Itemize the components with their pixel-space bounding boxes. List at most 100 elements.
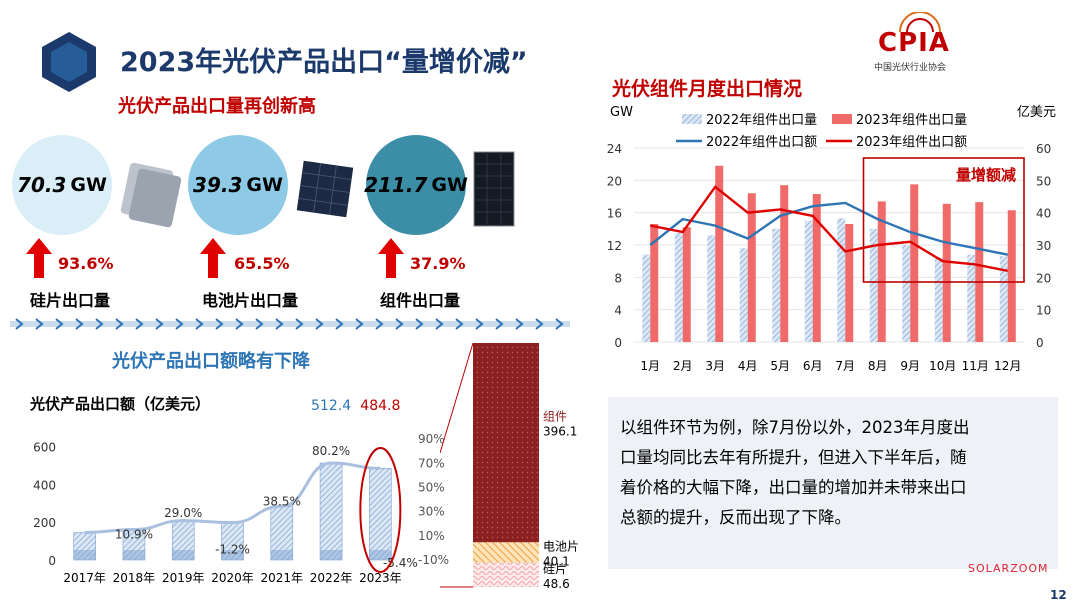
- value-chart-xlabel: 2023年: [359, 571, 402, 585]
- monthly-bar: [682, 227, 691, 342]
- solar-cell-icon: [296, 160, 354, 218]
- value-chart-ytick: 200: [33, 516, 56, 530]
- value-chart-ytick: 0: [48, 554, 56, 568]
- divider-chevron: [535, 318, 544, 330]
- subtitle-volume: 光伏产品出口量再创新高: [118, 96, 316, 117]
- monthly-bar: [747, 193, 756, 342]
- monthly-legend-swatch: [682, 114, 702, 124]
- monthly-bar: [837, 218, 846, 342]
- monthly-legend-label: 2023年组件出口额: [856, 135, 967, 150]
- value-growth-label: 38.5%: [263, 494, 301, 508]
- divider-chevron: [255, 318, 264, 330]
- value-chart-title: 光伏产品出口额（亿美元）: [29, 395, 210, 413]
- commentary-line: 以组件环节为例，除7月份以外，2023年月度出: [620, 418, 970, 437]
- monthly-ytick: 20: [607, 174, 622, 188]
- monthly-bar: [902, 245, 911, 342]
- commentary-line: 着价格的大幅下降，出口量的增加并未带来出口: [620, 478, 967, 497]
- monthly-y2tick: 40: [1036, 207, 1051, 221]
- divider-chevron: [95, 318, 104, 330]
- monthly-xlabel: 11月: [962, 359, 989, 373]
- breakdown-segment: [473, 343, 539, 543]
- value-growth-label: 10.9%: [115, 528, 153, 542]
- monthly-ytick: 12: [607, 239, 622, 253]
- divider-chevron: [155, 318, 164, 330]
- breakdown-segment-name: 组件: [543, 410, 567, 424]
- monthly-ytick: 16: [607, 207, 622, 221]
- value-bar-label: 484.8: [360, 398, 400, 414]
- value-bar-base-segment: [270, 550, 293, 560]
- divider-chevron: [375, 318, 384, 330]
- monthly-ytick: 0: [614, 336, 622, 350]
- monthly-y2tick: 0: [1036, 336, 1044, 350]
- value-bar-base-segment: [221, 550, 244, 560]
- page-number: 12: [1050, 588, 1067, 602]
- breakdown-segment-value: 40.1: [543, 554, 570, 568]
- monthly-bar: [1007, 210, 1016, 342]
- solar-module-icon: [473, 151, 515, 227]
- divider-chevron: [75, 318, 84, 330]
- export-value-chart: 光伏产品出口额（亿美元） 0 200 400 600 -10% 10% 30% 50% 70% 90…: [29, 395, 449, 585]
- divider-chevron: [195, 318, 204, 330]
- breakdown-segment: [473, 542, 539, 563]
- monthly-bar: [999, 256, 1008, 342]
- value-chart-ytick: 400: [33, 478, 56, 492]
- monthly-y2tick: 10: [1036, 304, 1051, 318]
- value-chart-y2tick: 30%: [418, 505, 445, 519]
- monthly-bar: [715, 165, 724, 342]
- wafer-volume-label: 硅片出口量: [30, 291, 111, 310]
- monthly-y2tick: 20: [1036, 271, 1051, 285]
- divider-chevron: [415, 318, 424, 330]
- module-volume-value: 211.7: [364, 173, 428, 197]
- value-chart-ytick: 600: [33, 440, 56, 454]
- monthly-ytick: 8: [614, 271, 622, 285]
- monthly-xlabel: 8月: [868, 359, 888, 373]
- value-bar-base-segment: [122, 550, 145, 560]
- monthly-bar: [934, 257, 943, 342]
- highlight-2023-ellipse: [359, 447, 402, 573]
- divider-chevron: [215, 318, 224, 330]
- monthly-bar: [780, 185, 789, 342]
- divider-chevron: [315, 318, 324, 330]
- subtitle-value: 光伏产品出口额略有下降: [112, 351, 310, 372]
- cell-volume-circle: 39.3 GW: [188, 135, 288, 235]
- monthly-bar: [845, 223, 854, 342]
- monthly-bar: [650, 223, 659, 342]
- value-chart-xlabel: 2018年: [113, 571, 156, 585]
- value-chart-xlabel: 2022年: [310, 571, 353, 585]
- monthly-xlabel: 3月: [705, 359, 725, 373]
- watermark-text: SOLARZOOM: [968, 562, 1049, 575]
- divider-chevron: [435, 318, 444, 330]
- value-growth-label: 29.0%: [164, 506, 202, 520]
- divider-chevron: [395, 318, 404, 330]
- wafer-volume-value: 70.3: [17, 173, 67, 197]
- monthly-xlabel: 5月: [770, 359, 790, 373]
- divider-chevron: [455, 318, 464, 330]
- value-chart-y2tick: 10%: [418, 529, 445, 543]
- divider-chevron: [175, 318, 184, 330]
- wafer-volume-unit: GW: [70, 174, 107, 196]
- module-growth-up-arrow-icon: [378, 238, 404, 278]
- monthly-legend-label: 2022年组件出口额: [706, 135, 817, 150]
- value-bar: [369, 467, 392, 561]
- monthly-xlabel: 9月: [900, 359, 920, 373]
- monthly-line: [649, 201, 1008, 256]
- monthly-xlabel: 2月: [673, 359, 693, 373]
- monthly-bar: [877, 201, 886, 342]
- monthly-bar: [967, 254, 976, 342]
- breakdown-connector-line: [440, 342, 474, 454]
- monthly-xlabel: 4月: [738, 359, 758, 373]
- value-trend-line: [84, 461, 381, 535]
- value-chart-y2tick: 50%: [418, 480, 445, 494]
- divider-chevron: [55, 318, 64, 330]
- divider-chevron: [515, 318, 524, 330]
- monthly-y2tick: 60: [1036, 142, 1051, 156]
- divider-chevron: [235, 318, 244, 330]
- divider-chevron: [475, 318, 484, 330]
- commentary-line: 总额的提升，反而出现了下降。: [620, 508, 851, 527]
- divider-chevron: [355, 318, 364, 330]
- monthly-xlabel: 12月: [994, 359, 1021, 373]
- value-growth-label: 80.2%: [312, 444, 350, 458]
- monthly-chart-title: 光伏组件月度出口情况: [612, 78, 803, 100]
- monthly-bar: [772, 228, 781, 342]
- module-growth-percent: 37.9%: [410, 254, 466, 273]
